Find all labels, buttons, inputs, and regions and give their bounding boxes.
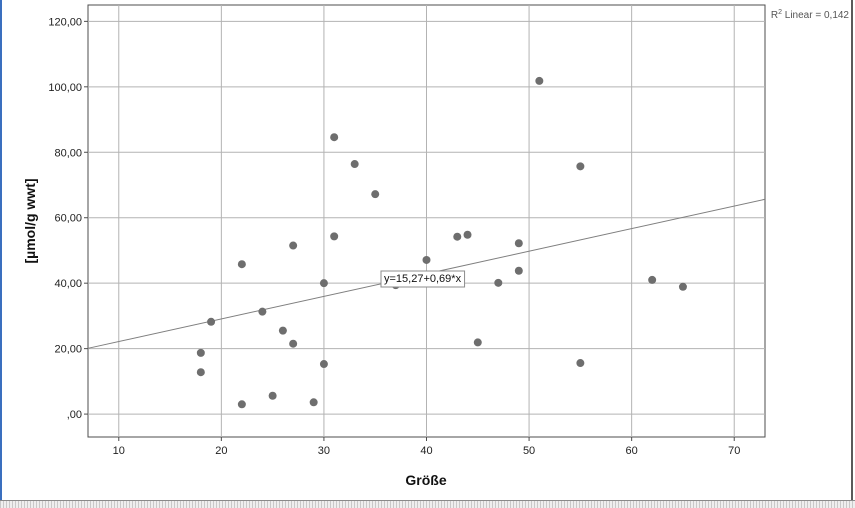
data-point [350,160,359,169]
data-point [678,282,687,291]
x-tick-label: 70 [728,445,740,457]
data-point [237,400,246,409]
x-axis-ticks: 10 20 30 40 50 60 70 [113,437,740,457]
data-point [453,232,462,241]
equation-label: y=15,27+0,69*x [380,270,466,288]
data-point [463,230,472,239]
y-tick-label: 120,00 [48,16,82,28]
y-axis-title: [µmol/g wwt] [22,178,38,263]
x-tick-label: 50 [523,445,535,457]
y-axis-ticks: ,00 20,00 40,00 60,00 80,00 100,00 120,00 [48,16,88,421]
data-point [309,398,318,407]
data-point [196,348,205,357]
data-point [258,307,267,316]
y-tick-label: 80,00 [54,147,82,159]
data-point [473,338,482,347]
window-right-border [851,0,853,500]
data-point [319,279,328,288]
data-point [330,133,339,142]
data-point [422,255,431,264]
data-point [319,360,328,369]
r2-superscript: 2 [778,9,782,16]
x-tick-label: 10 [113,445,125,457]
y-tick-label: 60,00 [54,213,82,225]
data-point [237,260,246,269]
x-tick-label: 30 [318,445,330,457]
data-point [576,162,585,171]
data-point [371,190,380,199]
data-point [268,391,277,400]
y-tick-label: ,00 [67,409,82,421]
data-point [494,278,503,287]
x-tick-label: 60 [626,445,638,457]
r2-value: Linear = 0,142 [782,10,849,21]
data-point [207,317,216,326]
y-tick-label: 40,00 [54,278,82,290]
data-point [576,359,585,368]
equation-text: y=15,27+0,69*x [384,273,462,285]
data-point [514,266,523,275]
y-tick-label: 100,00 [48,82,82,94]
data-point [289,241,298,250]
window-bottom-border[interactable] [0,500,855,508]
data-point [278,326,287,335]
data-point [330,232,339,241]
r2-prefix: R [771,10,778,21]
data-point [514,239,523,248]
data-point [196,368,205,377]
window-left-border [0,0,2,500]
data-points [196,76,687,409]
data-point [535,76,544,85]
y-tick-label: 20,00 [54,344,82,356]
equation-box [380,270,466,288]
x-axis-title: Größe [405,472,446,488]
x-tick-label: 40 [420,445,432,457]
x-tick-label: 20 [215,445,227,457]
data-point [289,339,298,348]
r2-linear-label: R2 Linear = 0,142 [771,9,850,21]
data-point [648,275,657,284]
